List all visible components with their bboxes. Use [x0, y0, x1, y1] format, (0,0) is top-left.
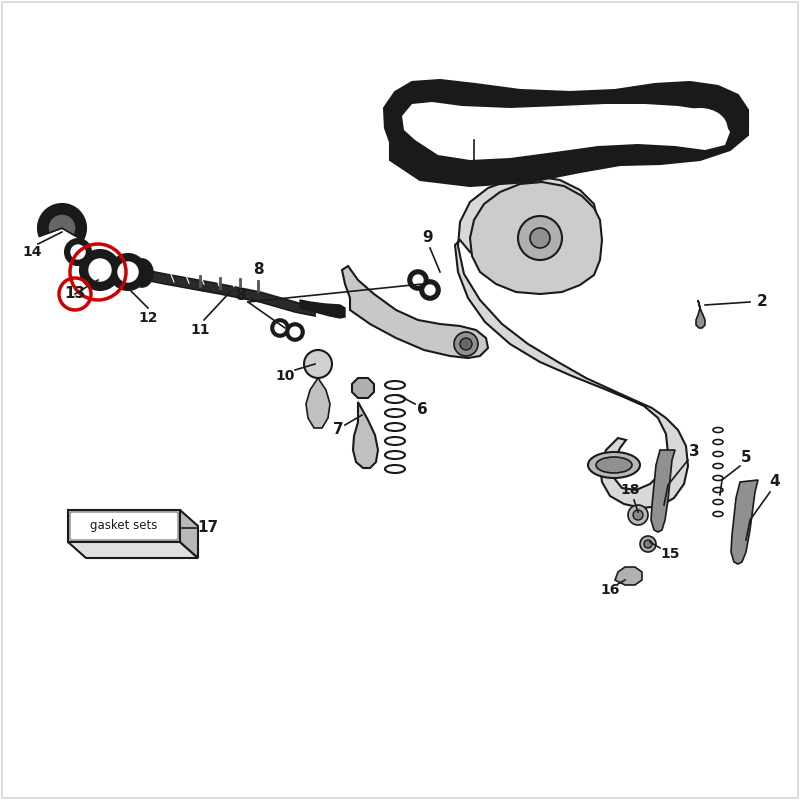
- Text: 13: 13: [65, 286, 86, 302]
- Text: 15: 15: [660, 547, 680, 561]
- Text: 12: 12: [138, 311, 158, 325]
- Circle shape: [65, 239, 91, 265]
- Circle shape: [408, 270, 428, 290]
- Circle shape: [530, 228, 550, 248]
- Polygon shape: [300, 300, 345, 318]
- Polygon shape: [342, 266, 488, 358]
- Circle shape: [286, 323, 304, 341]
- Polygon shape: [145, 270, 315, 316]
- Circle shape: [420, 280, 440, 300]
- Circle shape: [110, 254, 146, 290]
- Circle shape: [640, 536, 656, 552]
- Text: 3: 3: [689, 445, 699, 459]
- FancyBboxPatch shape: [70, 512, 178, 540]
- Circle shape: [425, 285, 435, 295]
- Text: 1: 1: [469, 174, 479, 190]
- Circle shape: [271, 319, 289, 337]
- Polygon shape: [615, 567, 642, 585]
- Text: 11: 11: [190, 323, 210, 337]
- Circle shape: [628, 505, 648, 525]
- Circle shape: [290, 327, 300, 337]
- Polygon shape: [180, 510, 198, 558]
- Text: 4: 4: [770, 474, 780, 490]
- Text: 6: 6: [417, 402, 427, 418]
- Wedge shape: [38, 204, 86, 240]
- Polygon shape: [651, 450, 675, 532]
- Circle shape: [80, 250, 120, 290]
- Circle shape: [89, 259, 111, 281]
- Circle shape: [275, 323, 285, 333]
- Circle shape: [413, 275, 423, 285]
- Text: 16: 16: [600, 583, 620, 597]
- Polygon shape: [68, 510, 180, 542]
- Circle shape: [460, 338, 472, 350]
- Polygon shape: [353, 402, 378, 468]
- Polygon shape: [470, 182, 602, 294]
- Polygon shape: [455, 176, 688, 508]
- Text: gasket sets: gasket sets: [90, 519, 158, 533]
- Text: 5: 5: [741, 450, 751, 466]
- Text: 10: 10: [275, 369, 294, 383]
- Circle shape: [518, 216, 562, 260]
- Circle shape: [118, 262, 138, 282]
- Polygon shape: [402, 102, 730, 160]
- Ellipse shape: [673, 108, 727, 148]
- Ellipse shape: [131, 259, 153, 287]
- Ellipse shape: [596, 457, 632, 473]
- Text: 2: 2: [757, 294, 767, 310]
- Circle shape: [633, 510, 643, 520]
- Wedge shape: [48, 214, 76, 235]
- Text: 8: 8: [253, 262, 263, 278]
- Text: 14: 14: [22, 245, 42, 259]
- Polygon shape: [384, 80, 748, 186]
- Circle shape: [304, 350, 332, 378]
- Circle shape: [644, 540, 652, 548]
- Text: 17: 17: [198, 521, 218, 535]
- Polygon shape: [352, 378, 374, 398]
- Text: 8: 8: [234, 287, 246, 302]
- Text: 18: 18: [620, 483, 640, 497]
- Polygon shape: [696, 300, 705, 328]
- Circle shape: [454, 332, 478, 356]
- Text: 9: 9: [422, 230, 434, 246]
- Polygon shape: [306, 378, 330, 428]
- Circle shape: [71, 245, 85, 259]
- Text: 7: 7: [333, 422, 343, 438]
- Polygon shape: [731, 480, 758, 564]
- Ellipse shape: [588, 452, 640, 478]
- Polygon shape: [68, 542, 198, 558]
